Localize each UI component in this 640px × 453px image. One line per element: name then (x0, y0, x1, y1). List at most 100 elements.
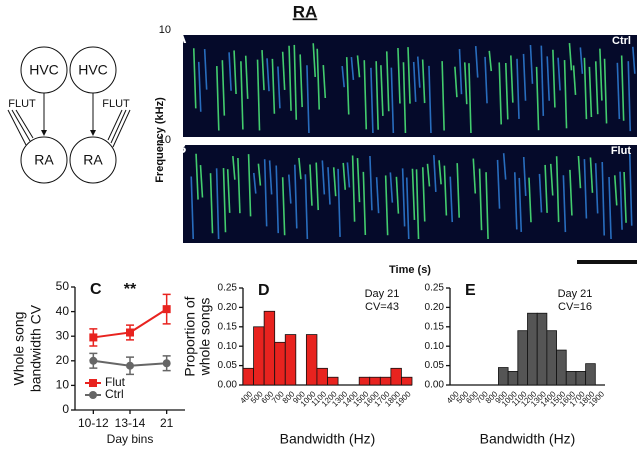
syllable-stroke (402, 62, 407, 134)
panel-label: B (175, 140, 187, 157)
syllable-stroke (502, 153, 507, 180)
syllable-stroke (472, 158, 477, 194)
syllable-stroke (281, 51, 286, 90)
syllable-stroke (268, 160, 273, 195)
syllable-stroke (252, 172, 257, 194)
annotation: CV=16 (558, 301, 592, 313)
bar (527, 312, 538, 386)
syllable-stroke (266, 58, 270, 92)
y-max-label: 10 (159, 24, 171, 36)
y-tick-label: 0.15 (218, 321, 238, 332)
x-tick-label: 13-14 (115, 416, 146, 430)
syllable-stroke (496, 159, 501, 209)
x-axis-label: Bandwidth (Hz) (280, 431, 376, 447)
syllable-stroke (428, 65, 432, 134)
panel-label: C (90, 281, 102, 298)
syllable-stroke (337, 168, 341, 237)
syllable-stroke (441, 61, 445, 131)
y-max-label: 10 (159, 134, 171, 146)
syllable-stroke (304, 174, 309, 240)
syllable-stroke (341, 65, 345, 88)
syllable-stroke (197, 61, 202, 112)
syllable-stroke (309, 164, 313, 206)
point (162, 359, 171, 368)
y-tick-label: 0.25 (425, 283, 445, 294)
y-tick-label: 0.00 (425, 380, 445, 391)
drug-line (15, 109, 34, 139)
node (20, 136, 68, 184)
bar (358, 376, 371, 386)
syllable-stroke (271, 58, 276, 114)
syllable-stroke (385, 51, 390, 112)
figure-title: RA (293, 2, 318, 21)
y-tick-label: 0.05 (425, 360, 445, 371)
syllable-stroke (390, 67, 395, 134)
syllable-stroke (421, 59, 426, 104)
spectrogram-texture (192, 42, 636, 134)
syllable-stroke (599, 48, 603, 101)
syllable-stroke (513, 172, 518, 230)
bar (507, 371, 519, 386)
syllable-stroke (568, 42, 573, 71)
x-tick-label: 10-12 (78, 416, 109, 430)
syllable-stroke (594, 163, 599, 214)
syllable-stroke (244, 55, 249, 99)
syllable-stroke (277, 66, 281, 109)
bar (379, 376, 392, 386)
syllable-stroke (416, 56, 421, 88)
circuit-diagram (7, 46, 131, 184)
syllable-stroke (203, 49, 208, 90)
syllable-stroke (468, 63, 472, 134)
syllable-stroke (327, 167, 331, 205)
drug-line (7, 109, 27, 146)
syllable-stroke (589, 157, 594, 193)
syllable-stroke (540, 45, 545, 116)
y-tick-label: 0.20 (425, 302, 445, 313)
syllable-stroke (474, 46, 479, 78)
bar (253, 326, 265, 386)
syllable-stroke (397, 47, 401, 104)
syllable-stroke (603, 58, 608, 124)
syllable-stroke (449, 176, 454, 223)
syllable-stroke (405, 177, 410, 240)
syllable-stroke (456, 163, 460, 218)
syllable-stroke (293, 44, 298, 120)
bar (327, 376, 339, 386)
syllable-stroke (552, 49, 556, 108)
syllable-stroke (627, 61, 632, 132)
syllable-stroke (261, 50, 265, 91)
syllable-stroke (192, 48, 197, 109)
syllable-stroke (632, 46, 636, 74)
syllable-stroke (346, 162, 351, 188)
syllable-stroke (312, 43, 317, 77)
syllable-stroke (350, 57, 355, 81)
syllable-stroke (504, 62, 509, 120)
y-tick-label: 20 (56, 353, 70, 367)
syllable-stroke (263, 159, 268, 227)
syllable-stroke (538, 173, 543, 213)
bar (575, 371, 587, 386)
syllable-stroke (577, 155, 582, 189)
syllable-stroke (190, 176, 195, 240)
point (162, 305, 171, 314)
drug-line (11, 109, 31, 142)
syllable-stroke (522, 53, 527, 101)
syllable-stroke (375, 177, 380, 214)
syllable-stroke (569, 169, 573, 216)
bar (274, 341, 286, 386)
y-tick-label: 0.10 (425, 341, 445, 352)
y-tick-label: 30 (56, 328, 70, 342)
syllable-stroke (613, 175, 618, 206)
syllable-stroke (623, 171, 627, 223)
syllable-stroke (315, 162, 320, 211)
syllable-stroke (529, 44, 534, 84)
panel-label: A (175, 30, 187, 47)
y-axis-label: Frequency (kHz) (154, 97, 166, 183)
syllable-stroke (544, 164, 548, 213)
syllable-stroke (594, 61, 599, 115)
syllable-stroke (563, 60, 568, 129)
bar (556, 349, 567, 386)
bar (242, 367, 254, 386)
syllable-stroke (518, 177, 523, 232)
syllable-stroke (370, 67, 374, 134)
